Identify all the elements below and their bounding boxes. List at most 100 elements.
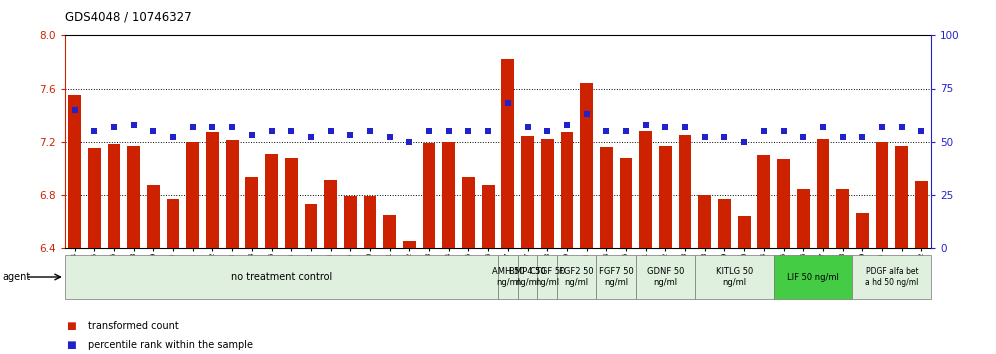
Bar [245, 177, 258, 248]
Point [264, 128, 280, 134]
Bar [166, 199, 179, 248]
Point [323, 128, 339, 134]
Bar [853, 255, 931, 299]
Bar [498, 255, 518, 299]
Text: FGF2 50
ng/ml: FGF2 50 ng/ml [560, 267, 594, 287]
Text: PDGF alfa bet
a hd 50 ng/ml: PDGF alfa bet a hd 50 ng/ml [866, 267, 918, 287]
Bar [501, 59, 514, 248]
Point [125, 122, 141, 127]
Text: LIF 50 ng/ml: LIF 50 ng/ml [787, 273, 839, 281]
Bar [659, 145, 671, 248]
Bar [325, 180, 337, 248]
Text: no treatment control: no treatment control [231, 272, 332, 282]
Text: FGF7 50
ng/ml: FGF7 50 ng/ml [599, 267, 633, 287]
Bar [541, 139, 554, 248]
Point [756, 128, 772, 134]
Bar [895, 145, 908, 248]
Bar [639, 131, 652, 248]
Point [460, 128, 476, 134]
Bar [305, 204, 318, 248]
Point [67, 107, 83, 113]
Text: CTGF 50
ng/ml: CTGF 50 ng/ml [530, 267, 565, 287]
Bar [462, 177, 475, 248]
Point [539, 128, 555, 134]
Bar [695, 255, 774, 299]
Point [579, 111, 595, 117]
Point [637, 122, 653, 127]
Text: GDS4048 / 10746327: GDS4048 / 10746327 [65, 11, 191, 24]
Text: AMH 50
ng/ml: AMH 50 ng/ml [492, 267, 524, 287]
Bar [856, 213, 869, 248]
Bar [422, 143, 435, 248]
Bar [915, 182, 928, 248]
Bar [108, 144, 121, 248]
Bar [718, 199, 731, 248]
Bar [285, 158, 298, 248]
Bar [600, 147, 613, 248]
Bar [226, 140, 238, 248]
Point [559, 122, 575, 127]
Bar [758, 155, 770, 248]
Bar [68, 95, 81, 248]
Point [480, 128, 496, 134]
Bar [774, 255, 853, 299]
Bar [521, 136, 534, 248]
Point [657, 124, 673, 130]
Point [874, 124, 890, 130]
Point [599, 128, 615, 134]
Bar [837, 189, 849, 248]
Text: GDNF 50
ng/ml: GDNF 50 ng/ml [646, 267, 684, 287]
Bar [65, 255, 498, 299]
Point [855, 135, 871, 140]
Point [303, 135, 319, 140]
Bar [581, 83, 593, 248]
Bar [88, 148, 101, 248]
Point [835, 135, 851, 140]
Bar [797, 189, 810, 248]
Point [165, 135, 181, 140]
Bar [442, 142, 455, 248]
Bar [518, 255, 538, 299]
Bar [186, 142, 199, 248]
Point [736, 139, 752, 144]
Point [87, 128, 103, 134]
Point [815, 124, 831, 130]
Point [520, 124, 536, 130]
Bar [344, 196, 357, 248]
Point [343, 132, 359, 138]
Text: transformed count: transformed count [88, 321, 178, 331]
Text: BMP4 50
ng/ml: BMP4 50 ng/ml [509, 267, 546, 287]
Bar [817, 139, 830, 248]
Bar [597, 255, 635, 299]
Point [381, 135, 397, 140]
Point [283, 128, 299, 134]
Bar [206, 132, 219, 248]
Bar [482, 185, 495, 248]
Point [619, 128, 634, 134]
Bar [364, 196, 376, 248]
Bar [403, 241, 415, 248]
Point [421, 128, 437, 134]
Point [677, 124, 693, 130]
Point [224, 124, 240, 130]
Bar [557, 255, 597, 299]
Bar [738, 216, 751, 248]
Bar [127, 145, 140, 248]
Point [185, 124, 201, 130]
Bar [265, 154, 278, 248]
Text: ■: ■ [66, 340, 76, 350]
Point [145, 128, 161, 134]
Point [795, 135, 811, 140]
Bar [777, 159, 790, 248]
Point [697, 135, 713, 140]
Point [441, 128, 457, 134]
Bar [620, 158, 632, 248]
Point [106, 124, 122, 130]
Bar [561, 132, 574, 248]
Text: percentile rank within the sample: percentile rank within the sample [88, 340, 253, 350]
Point [362, 128, 377, 134]
Bar [383, 215, 396, 248]
Point [893, 124, 909, 130]
Bar [635, 255, 695, 299]
Text: ■: ■ [66, 321, 76, 331]
